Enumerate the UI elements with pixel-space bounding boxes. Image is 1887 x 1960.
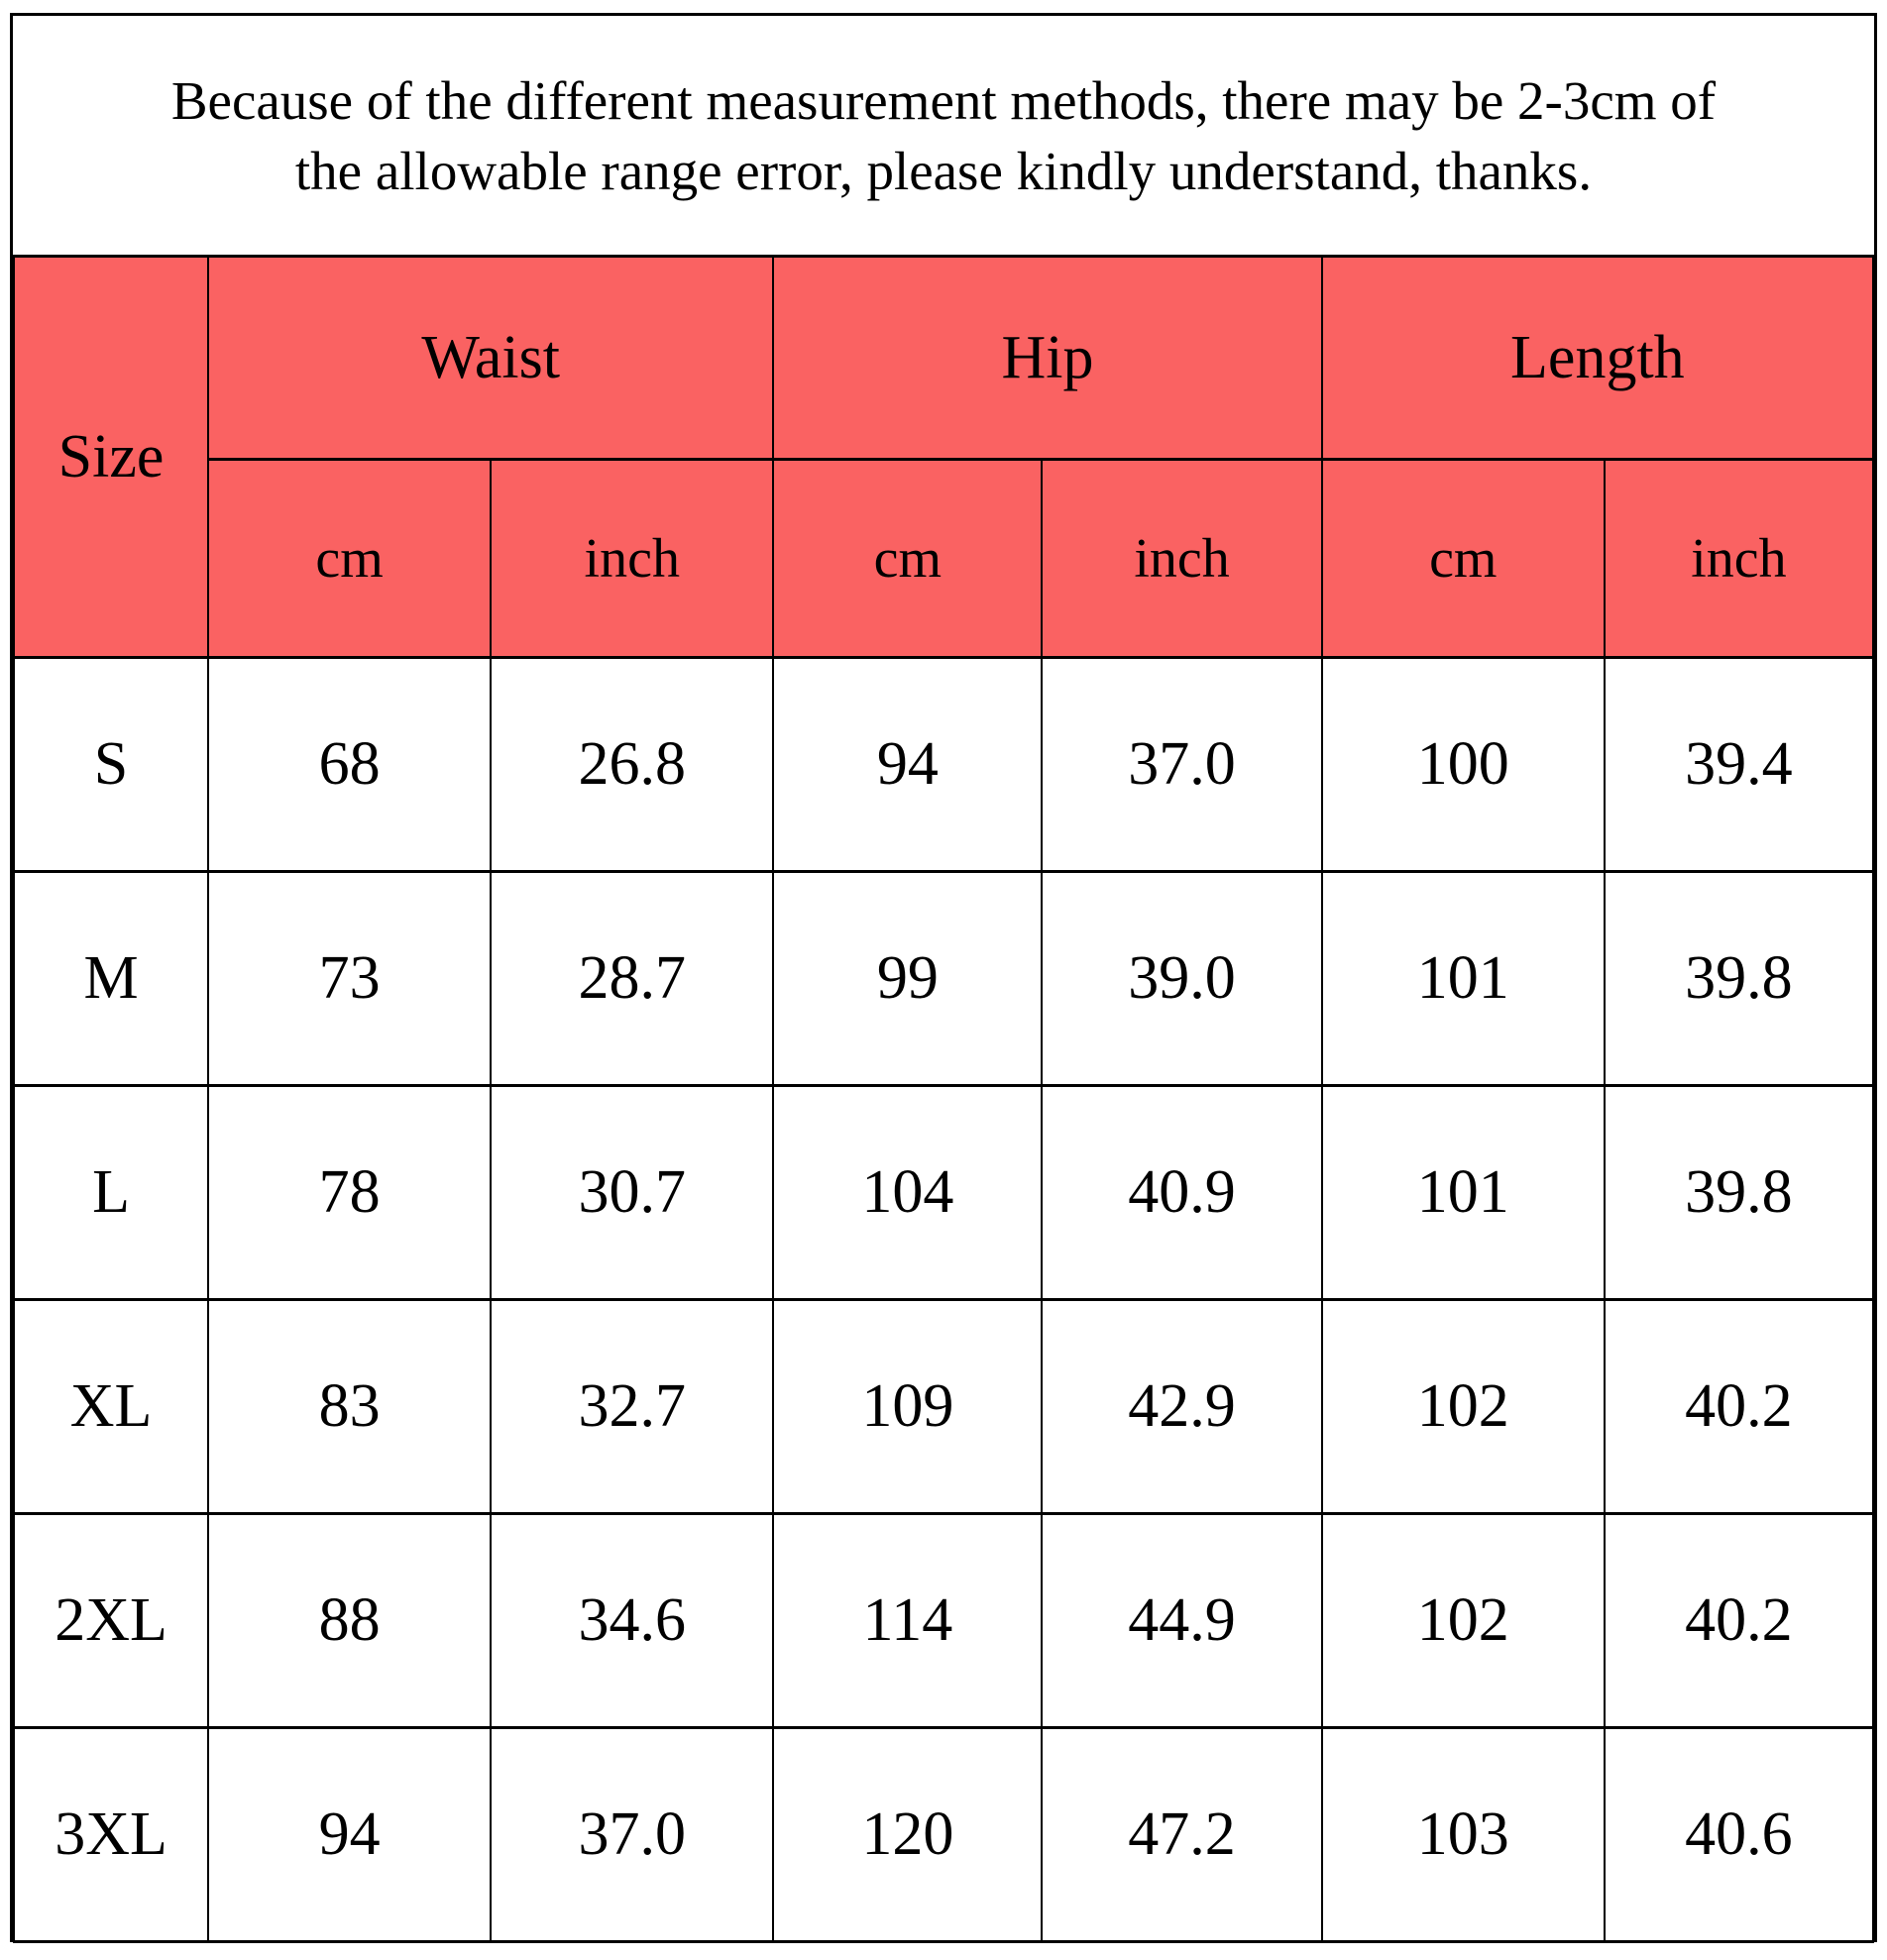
value-cell-length-inch: 40.2 — [1603, 1298, 1875, 1515]
unit-header-hip-cm: cm — [772, 458, 1044, 659]
table-row-s: S 68 26.8 94 37.0 100 39.4 — [12, 656, 1875, 873]
value-cell-hip-inch: 39.0 — [1041, 870, 1323, 1087]
value-cell-hip-inch: 37.0 — [1041, 656, 1323, 873]
size-cell: M — [12, 870, 210, 1087]
value-cell-length-cm: 101 — [1320, 870, 1606, 1087]
value-cell-length-cm: 100 — [1320, 656, 1606, 873]
value-cell-waist-inch: 30.7 — [490, 1084, 775, 1301]
value-cell-hip-inch: 47.2 — [1041, 1726, 1323, 1943]
table-row-l: L 78 30.7 104 40.9 101 39.8 — [12, 1084, 1875, 1301]
disclaimer-line-2: the allowable range error, please kindly… — [294, 140, 1593, 201]
table-row-xl: XL 83 32.7 109 42.9 102 40.2 — [12, 1298, 1875, 1515]
size-cell: XL — [12, 1298, 210, 1515]
unit-header-waist-inch: inch — [490, 458, 775, 659]
header-waist: Waist — [207, 255, 775, 461]
value-cell-hip-cm: 99 — [772, 870, 1044, 1087]
value-cell-waist-cm: 78 — [207, 1084, 493, 1301]
unit-header-length-cm: cm — [1320, 458, 1606, 659]
header-hip: Hip — [772, 255, 1323, 461]
value-cell-waist-cm: 83 — [207, 1298, 493, 1515]
value-cell-waist-inch: 28.7 — [490, 870, 775, 1087]
size-cell: L — [12, 1084, 210, 1301]
disclaimer-text: Because of the different measurement met… — [13, 16, 1874, 255]
value-cell-length-cm: 102 — [1320, 1298, 1606, 1515]
value-cell-hip-cm: 114 — [772, 1512, 1044, 1729]
table-row-3xl: 3XL 94 37.0 120 47.2 103 40.6 — [12, 1726, 1875, 1943]
unit-header-length-inch: inch — [1603, 458, 1875, 659]
value-cell-waist-inch: 34.6 — [490, 1512, 775, 1729]
header-unit-row: cm inch cm inch cm inch — [14, 458, 1875, 659]
unit-header-hip-inch: inch — [1041, 458, 1323, 659]
table-row-m: M 73 28.7 99 39.0 101 39.8 — [12, 870, 1875, 1087]
value-cell-length-cm: 103 — [1320, 1726, 1606, 1943]
size-chart-sheet: Because of the different measurement met… — [10, 13, 1877, 1943]
size-table: Size Waist Hip Length cm inch cm inch cm… — [12, 255, 1875, 1943]
value-cell-waist-inch: 26.8 — [490, 656, 775, 873]
value-cell-hip-inch: 40.9 — [1041, 1084, 1323, 1301]
size-cell: 3XL — [12, 1726, 210, 1943]
value-cell-length-inch: 39.8 — [1603, 1084, 1875, 1301]
value-cell-waist-inch: 32.7 — [490, 1298, 775, 1515]
value-cell-length-inch: 39.8 — [1603, 870, 1875, 1087]
value-cell-hip-cm: 120 — [772, 1726, 1044, 1943]
value-cell-length-inch: 40.2 — [1603, 1512, 1875, 1729]
value-cell-length-cm: 102 — [1320, 1512, 1606, 1729]
disclaimer-line-1: Because of the different measurement met… — [170, 69, 1717, 131]
header-length: Length — [1320, 255, 1875, 461]
value-cell-hip-cm: 109 — [772, 1298, 1044, 1515]
value-cell-hip-cm: 94 — [772, 656, 1044, 873]
value-cell-hip-inch: 42.9 — [1041, 1298, 1323, 1515]
value-cell-hip-cm: 104 — [772, 1084, 1044, 1301]
value-cell-waist-cm: 73 — [207, 870, 493, 1087]
size-cell: S — [12, 656, 210, 873]
value-cell-waist-cm: 88 — [207, 1512, 493, 1729]
unit-header-waist-cm: cm — [207, 458, 493, 659]
value-cell-waist-cm: 68 — [207, 656, 493, 873]
value-cell-length-inch: 39.4 — [1603, 656, 1875, 873]
value-cell-length-cm: 101 — [1320, 1084, 1606, 1301]
header-group-row: Size Waist Hip Length — [12, 255, 1875, 659]
value-cell-waist-inch: 37.0 — [490, 1726, 775, 1943]
value-cell-waist-cm: 94 — [207, 1726, 493, 1943]
header-size: Size — [12, 255, 210, 659]
table-row-2xl: 2XL 88 34.6 114 44.9 102 40.2 — [12, 1512, 1875, 1729]
size-cell: 2XL — [12, 1512, 210, 1729]
value-cell-length-inch: 40.6 — [1603, 1726, 1875, 1943]
value-cell-hip-inch: 44.9 — [1041, 1512, 1323, 1729]
